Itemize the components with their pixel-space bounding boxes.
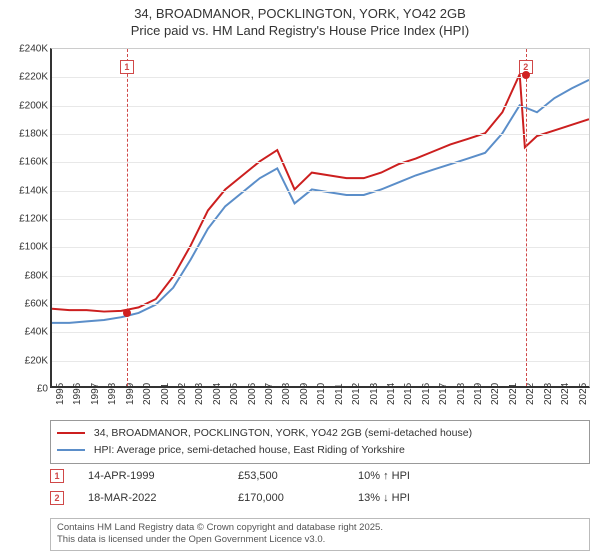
line-layer xyxy=(52,49,589,386)
x-axis-label: 2022 xyxy=(525,383,536,405)
gridline xyxy=(52,219,589,220)
gridline xyxy=(52,106,589,107)
gridline xyxy=(52,191,589,192)
legend-swatch-price xyxy=(57,432,85,434)
sale-dot xyxy=(522,71,530,79)
gridline xyxy=(52,134,589,135)
chart-title: 34, BROADMANOR, POCKLINGTON, YORK, YO42 … xyxy=(0,0,600,40)
x-axis-label: 2007 xyxy=(264,383,275,405)
y-axis-label: £220K xyxy=(4,72,48,83)
y-axis-label: £120K xyxy=(4,214,48,225)
sales-date-2: 18-MAR-2022 xyxy=(88,492,238,504)
sales-date-1: 14-APR-1999 xyxy=(88,470,238,482)
sales-hpi-1: 10% ↑ HPI xyxy=(358,470,478,482)
y-axis-label: £20K xyxy=(4,355,48,366)
y-axis-label: £0 xyxy=(4,384,48,395)
series-line xyxy=(52,80,589,323)
x-axis-label: 2024 xyxy=(560,383,571,405)
y-axis-label: £60K xyxy=(4,299,48,310)
x-axis-label: 2012 xyxy=(351,383,362,405)
title-line2: Price paid vs. HM Land Registry's House … xyxy=(131,23,469,38)
x-axis-label: 1997 xyxy=(90,383,101,405)
gridline xyxy=(52,247,589,248)
x-axis-label: 2011 xyxy=(334,383,345,405)
x-axis-label: 2019 xyxy=(473,383,484,405)
sales-table: 1 14-APR-1999 £53,500 10% ↑ HPI 2 18-MAR… xyxy=(50,465,590,509)
plot-area: £0£20K£40K£60K£80K£100K£120K£140K£160K£1… xyxy=(50,48,590,388)
sales-marker-2: 2 xyxy=(50,491,64,505)
x-axis-label: 2021 xyxy=(508,383,519,405)
x-axis-label: 2004 xyxy=(212,383,223,405)
chart-container: 34, BROADMANOR, POCKLINGTON, YORK, YO42 … xyxy=(0,0,600,560)
x-axis-label: 2015 xyxy=(403,383,414,405)
gridline xyxy=(52,77,589,78)
y-axis-label: £140K xyxy=(4,185,48,196)
x-axis-label: 2001 xyxy=(160,383,171,405)
gridline xyxy=(52,276,589,277)
x-axis-label: 1998 xyxy=(107,383,118,405)
legend-item-price: 34, BROADMANOR, POCKLINGTON, YORK, YO42 … xyxy=(57,425,583,442)
footer-line2: This data is licensed under the Open Gov… xyxy=(57,534,325,545)
x-axis-label: 1999 xyxy=(125,383,136,405)
sale-vline xyxy=(526,49,527,386)
sales-row: 1 14-APR-1999 £53,500 10% ↑ HPI xyxy=(50,465,590,487)
footer-line1: Contains HM Land Registry data © Crown c… xyxy=(57,522,383,533)
x-axis-label: 2003 xyxy=(194,383,205,405)
x-axis-label: 1996 xyxy=(72,383,83,405)
sales-price-1: £53,500 xyxy=(238,470,358,482)
y-axis-label: £180K xyxy=(4,129,48,140)
x-axis-label: 2010 xyxy=(316,383,327,405)
sales-price-2: £170,000 xyxy=(238,492,358,504)
x-axis-label: 2025 xyxy=(578,383,589,405)
title-line1: 34, BROADMANOR, POCKLINGTON, YORK, YO42 … xyxy=(134,6,466,21)
x-axis-label: 2020 xyxy=(490,383,501,405)
legend: 34, BROADMANOR, POCKLINGTON, YORK, YO42 … xyxy=(50,420,590,464)
sales-marker-1: 1 xyxy=(50,469,64,483)
legend-item-hpi: HPI: Average price, semi-detached house,… xyxy=(57,442,583,459)
x-axis-label: 1995 xyxy=(55,383,66,405)
y-axis-label: £100K xyxy=(4,242,48,253)
y-axis-label: £80K xyxy=(4,270,48,281)
gridline xyxy=(52,361,589,362)
x-axis-label: 2018 xyxy=(456,383,467,405)
x-axis-label: 2023 xyxy=(543,383,554,405)
x-axis-label: 2002 xyxy=(177,383,188,405)
gridline xyxy=(52,332,589,333)
gridline xyxy=(52,304,589,305)
x-axis-label: 2000 xyxy=(142,383,153,405)
x-axis-label: 2016 xyxy=(421,383,432,405)
legend-label-price: 34, BROADMANOR, POCKLINGTON, YORK, YO42 … xyxy=(94,427,472,439)
x-axis-label: 2014 xyxy=(386,383,397,405)
y-axis-label: £200K xyxy=(4,100,48,111)
legend-swatch-hpi xyxy=(57,449,85,451)
x-axis-label: 2009 xyxy=(299,383,310,405)
gridline xyxy=(52,162,589,163)
sale-marker-box: 1 xyxy=(120,60,134,74)
x-axis-label: 2005 xyxy=(229,383,240,405)
attribution-footer: Contains HM Land Registry data © Crown c… xyxy=(50,518,590,551)
sales-hpi-2: 13% ↓ HPI xyxy=(358,492,478,504)
sale-vline xyxy=(127,49,128,386)
x-axis-label: 2017 xyxy=(438,383,449,405)
x-axis-label: 2013 xyxy=(369,383,380,405)
y-axis-label: £160K xyxy=(4,157,48,168)
legend-label-hpi: HPI: Average price, semi-detached house,… xyxy=(94,444,405,456)
sale-dot xyxy=(123,309,131,317)
y-axis-label: £40K xyxy=(4,327,48,338)
x-axis-label: 2008 xyxy=(281,383,292,405)
sales-row: 2 18-MAR-2022 £170,000 13% ↓ HPI xyxy=(50,487,590,509)
y-axis-label: £240K xyxy=(4,44,48,55)
x-axis-label: 2006 xyxy=(247,383,258,405)
